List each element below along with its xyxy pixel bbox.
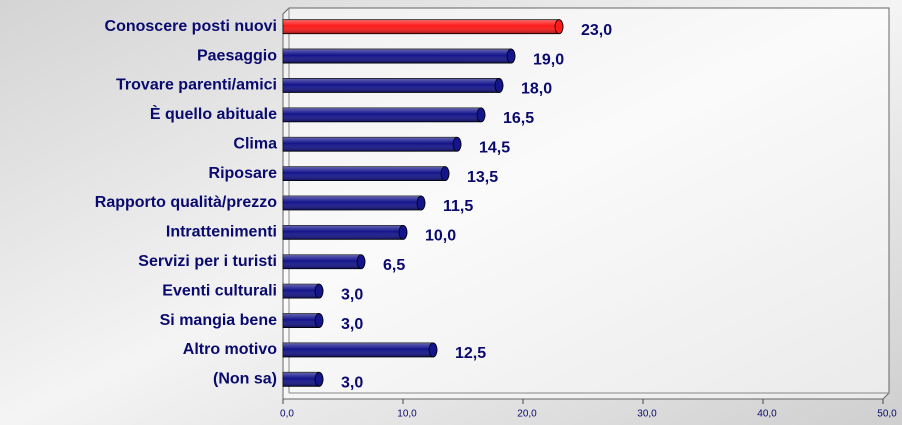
value-label: 18,0 (521, 81, 552, 98)
bar-cap (416, 195, 426, 211)
bar-shade (283, 196, 425, 210)
category-label: Si mangia bene (160, 312, 277, 329)
category-label: Conoscere posti nuovi (105, 18, 277, 35)
bar-shade (283, 372, 323, 387)
bar-cap (554, 19, 564, 35)
bar-shade (283, 254, 365, 269)
category-label: (Non sa) (213, 371, 277, 388)
value-label: 3,0 (341, 316, 363, 333)
bar-cap (506, 48, 516, 64)
bar-cap (494, 78, 504, 93)
category-label: Paesaggio (197, 47, 277, 64)
category-label: Riposare (209, 165, 278, 182)
category-label: È quello abituale (150, 104, 277, 123)
value-label: 23,0 (581, 22, 612, 39)
x-tick-label: 0,0 (280, 409, 294, 420)
category-label: Rapporto qualità/prezzo (95, 194, 277, 211)
bar-cap (356, 254, 366, 270)
bar-shade (283, 78, 503, 93)
bar-cap (440, 166, 450, 182)
x-tick-label: 20,0 (517, 409, 537, 420)
value-label: 16,5 (503, 110, 534, 127)
bar-shade (283, 107, 485, 122)
bar-cap (314, 313, 324, 328)
category-label: Trovare parenti/amici (116, 77, 277, 94)
x-tick-label: 40,0 (757, 409, 777, 420)
bar-shade (283, 166, 449, 181)
bar-cap (428, 342, 438, 358)
bar-shade (283, 49, 515, 64)
value-label: 3,0 (341, 286, 363, 303)
bar-cap (314, 283, 324, 299)
bar-shade (283, 225, 407, 240)
bar-shade (283, 19, 563, 34)
category-label: Clima (233, 135, 277, 152)
value-label: 10,0 (425, 228, 456, 245)
x-tick-label: 30,0 (637, 409, 657, 420)
value-label: 13,5 (467, 169, 498, 186)
bar-shade (283, 137, 461, 152)
value-label: 11,5 (443, 198, 473, 215)
bar-shade (283, 342, 437, 357)
value-label: 19,0 (533, 51, 564, 68)
category-label: Intrattenimenti (166, 224, 277, 241)
x-tick-label: 50,0 (877, 409, 897, 420)
bar-cap (476, 107, 486, 123)
category-label: Eventi culturali (162, 282, 277, 299)
category-label: Altro motivo (183, 341, 277, 358)
value-label: 6,5 (383, 257, 405, 274)
bar-cap (398, 224, 408, 240)
bar-cap (314, 371, 324, 387)
value-label: 12,5 (455, 345, 486, 362)
bar-shade (283, 284, 323, 299)
value-label: 14,5 (479, 139, 510, 156)
bar-cap (452, 136, 462, 152)
category-label: Servizi per i turisti (138, 253, 277, 270)
value-label: 3,0 (341, 375, 363, 392)
x-tick-label: 10,0 (397, 409, 417, 420)
bar-shade (283, 313, 323, 328)
